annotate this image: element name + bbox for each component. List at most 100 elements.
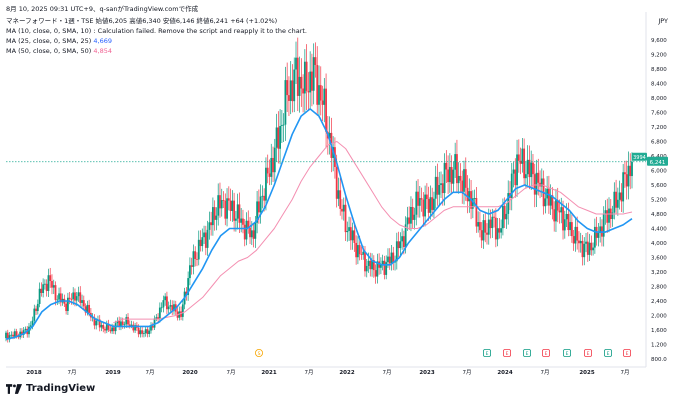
candle-body [236,204,239,219]
candle-body [45,283,48,291]
candle-body [52,285,55,288]
candle-body [572,236,575,244]
indicator-ma50-value: 4,854 [93,47,113,55]
time-tick-label: 7月 [541,369,550,376]
candle-body [560,207,563,213]
candle-body [266,167,269,174]
candle-body [5,332,7,339]
candle-body [371,260,373,270]
candle-body [367,260,370,266]
candle-body [468,191,471,202]
candle-body [583,243,586,258]
earnings-event-letter: E [486,351,489,357]
candle-body [222,200,225,201]
candle-body [8,335,11,340]
candle-body [10,334,13,336]
candle-body [433,198,435,210]
candle-body [74,292,76,301]
candle-body [312,57,315,91]
candle-body [226,198,228,219]
candle-body [125,317,128,325]
price-tick-label: 2,800 [651,285,667,291]
candle-body [319,85,322,101]
indicator-ma10[interactable]: MA (10, close, 0, SMA, 10) : Calculation… [6,26,307,36]
candle-body [532,162,534,175]
candle-body [613,191,616,213]
split-event-marker [254,348,263,357]
candle-body [261,195,264,197]
candle-body [151,326,154,328]
candle-body [273,147,276,173]
candle-body [390,252,393,264]
earnings-event-marker [623,349,631,357]
candle-body [335,167,338,199]
candle-body [578,240,580,244]
candle-body [447,169,449,183]
candle-body [599,226,602,234]
candle-body [130,324,133,326]
candle-body [298,76,301,96]
candle-body [408,217,411,224]
candle-body [341,208,343,212]
candle-body [66,297,69,311]
candle-body [517,154,520,161]
candle-body [70,299,73,300]
price-tick-label: 5,600 [651,183,667,189]
candle-body [537,172,540,183]
candle-body [445,162,448,170]
candle-body [314,57,317,65]
indicator-ma10-value: : [93,27,98,35]
candle-body [242,218,244,225]
candle-body [204,232,207,248]
candle-body [337,190,340,199]
last-price-badge [647,156,668,166]
candle-body [521,148,524,164]
candle-body [42,284,45,293]
candle-body [420,198,423,200]
candle-body [215,215,218,220]
candle-body [463,169,465,192]
candle-body [438,185,441,195]
indicator-ma50[interactable]: MA (50, close, 0, SMA, 50) 4,854 [6,46,307,56]
candle-body [456,154,458,184]
candle-body [84,306,87,313]
candle-body [321,100,324,105]
candle-body [162,300,165,308]
candle-body [502,205,504,229]
candle-body [180,311,182,317]
candle-body [379,264,382,268]
candle-body [631,161,633,177]
candle-body [425,194,428,200]
symbol-ohlc-line[interactable]: マネーフォワード・1週・TSE 始値6,205 高値6,340 安値6,146 … [6,17,278,25]
candle-body [166,296,168,310]
candle-body [29,325,32,327]
candle-body [364,251,366,272]
candle-body [160,307,163,309]
candle-body [217,195,220,216]
candle-body [111,327,114,332]
indicator-ma25-value: 4,669 [93,37,113,45]
candle-body [471,198,474,209]
tradingview-logo-icon [6,383,22,394]
price-tick-label: 4,800 [651,212,667,218]
candle-body [143,333,145,335]
candle-body [459,175,462,181]
candle-body [523,148,526,179]
earnings-event-marker [503,349,511,357]
ma25-line [5,108,633,340]
candle-body [233,200,236,221]
candle-body [590,242,593,251]
candle-body [358,245,361,255]
candle-body [547,188,550,206]
candle-body [128,324,131,326]
candle-body [466,187,469,202]
candle-body [604,210,607,214]
candle-body [279,126,281,149]
indicator-ma25[interactable]: MA (25, close, 0, SMA, 25) 4,669 [6,36,307,46]
candle-body [21,331,23,335]
candle-body [606,210,609,223]
tradingview-footer[interactable]: TradingView [6,383,95,394]
candle-body [556,200,559,211]
candle-body [104,328,106,331]
